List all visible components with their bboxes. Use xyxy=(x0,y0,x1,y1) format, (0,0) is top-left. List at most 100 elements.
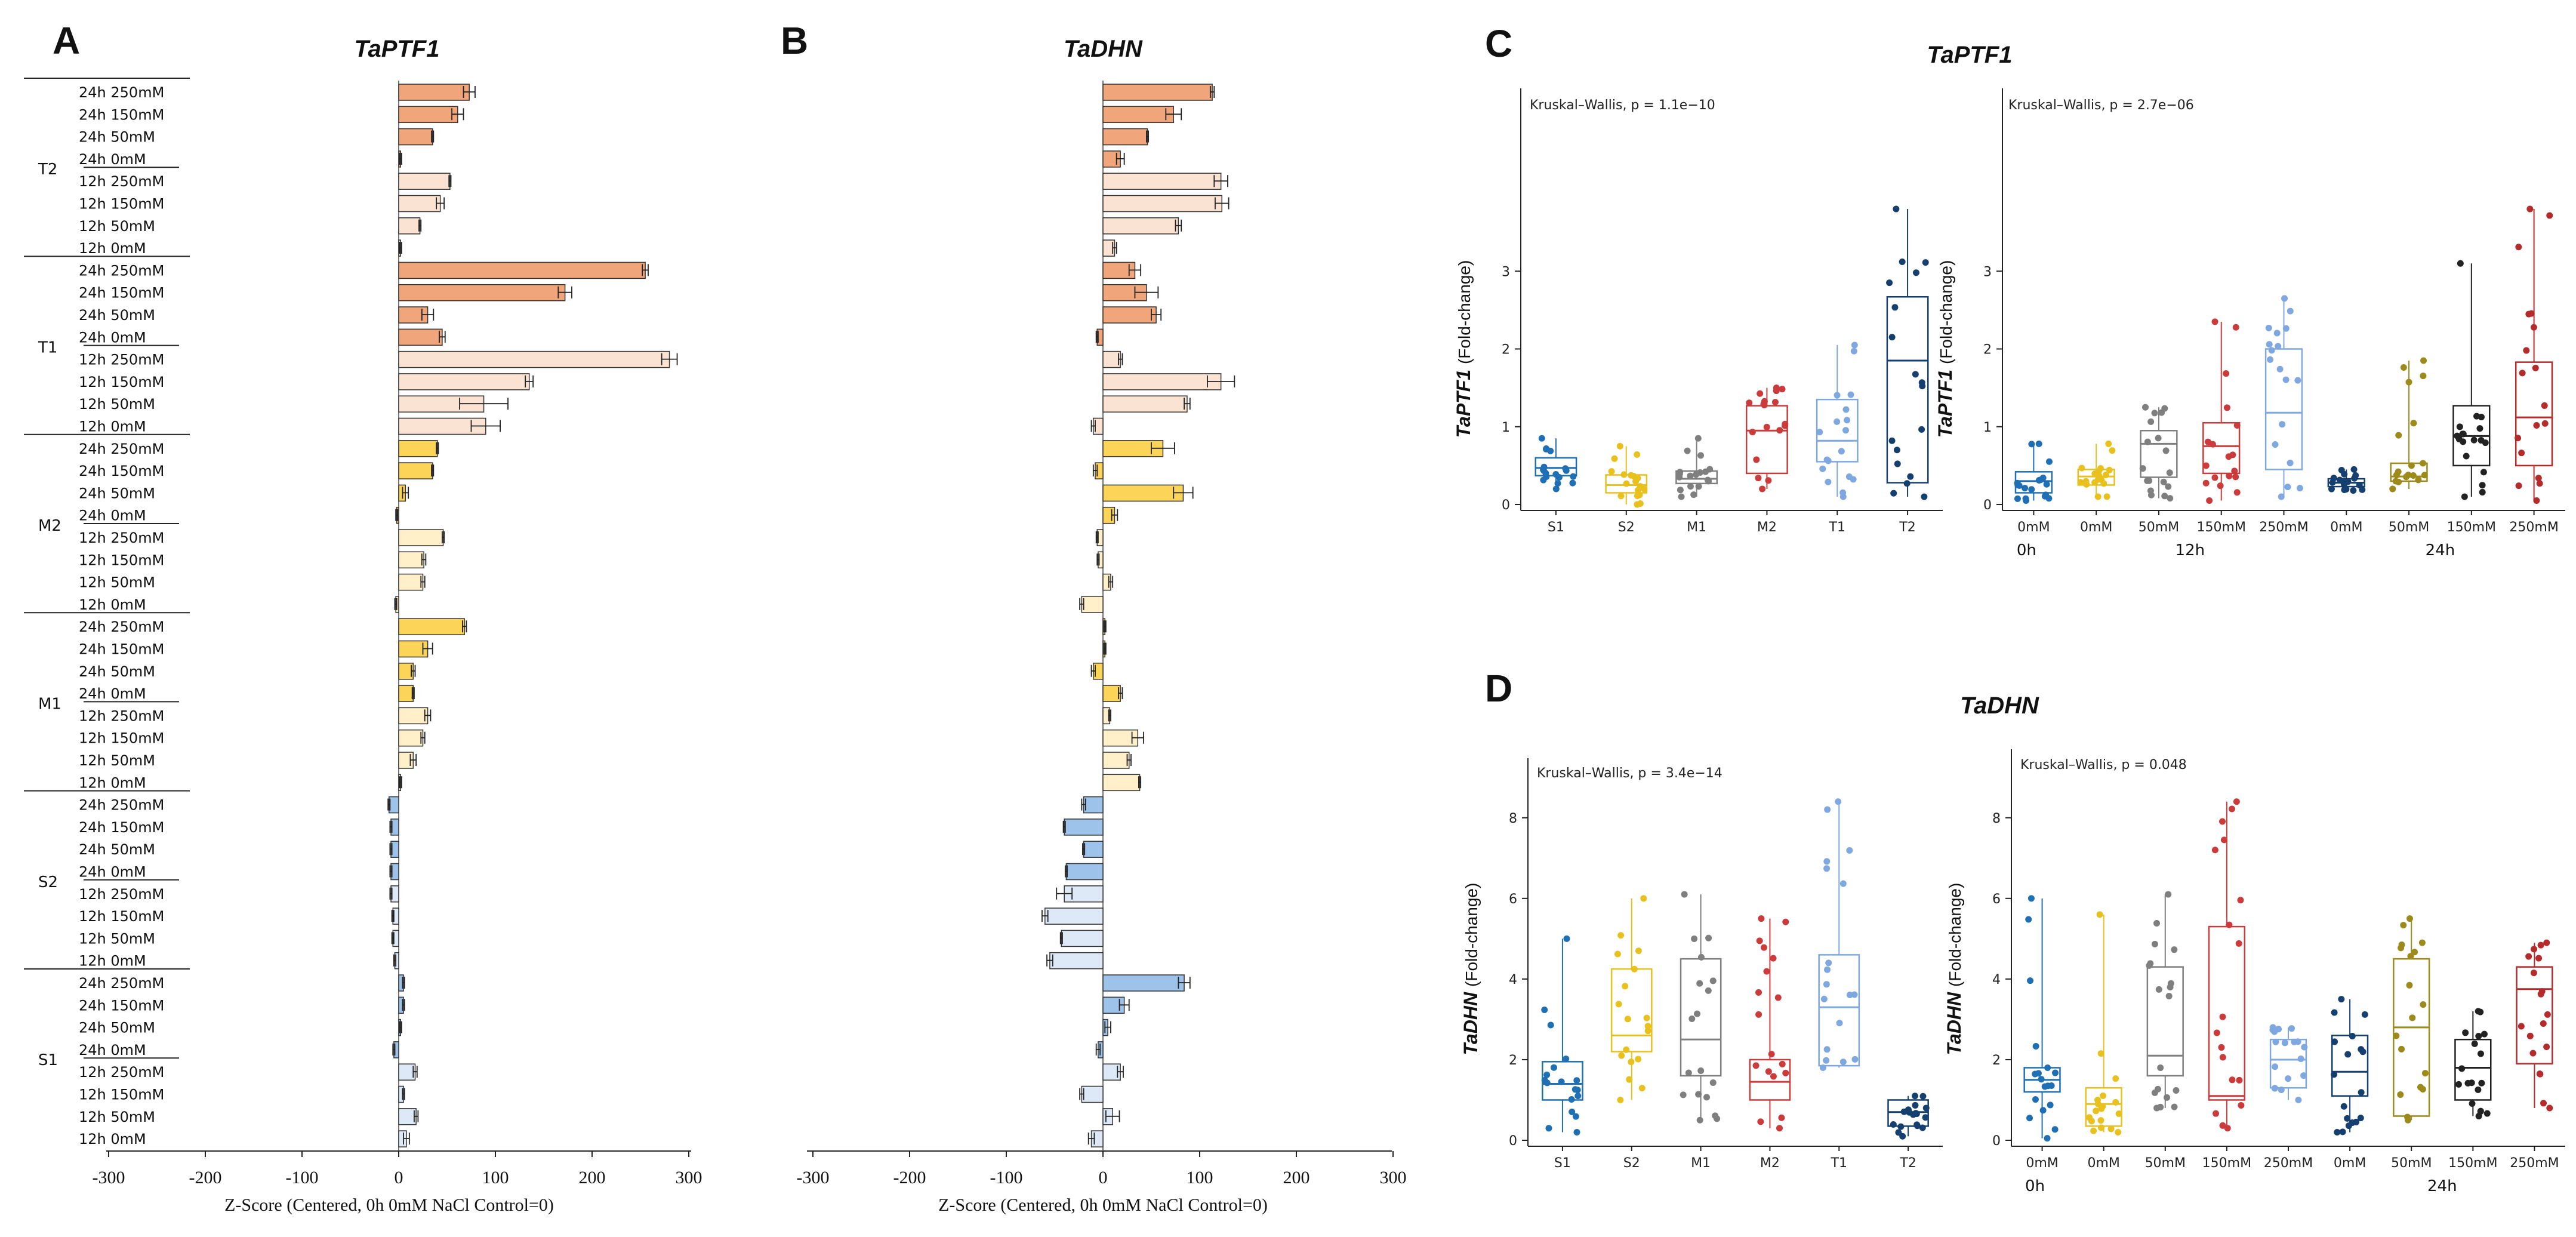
data-point xyxy=(2219,1013,2226,1020)
data-point xyxy=(2358,1089,2365,1096)
data-point xyxy=(2025,916,2032,923)
data-point xyxy=(1538,435,1545,442)
x-tick-label: 100 xyxy=(482,1168,509,1187)
error-bar xyxy=(421,309,435,321)
x-tick-label: S2 xyxy=(1623,1156,1640,1171)
data-point xyxy=(2543,1043,2550,1050)
box xyxy=(1886,296,1929,484)
category-label: 24h 250mM xyxy=(79,262,164,279)
x-tick-label: 300 xyxy=(676,1168,702,1187)
data-point xyxy=(1570,473,1577,480)
data-point xyxy=(1552,471,1560,478)
error-bar xyxy=(1117,1066,1124,1078)
data-point xyxy=(1709,977,1717,984)
category-label: 24h 50mM xyxy=(79,129,155,146)
error-bar xyxy=(1213,175,1228,187)
data-point xyxy=(2458,1065,2466,1072)
data-point xyxy=(1773,387,1780,395)
error-bar xyxy=(1062,820,1066,833)
data-point xyxy=(1677,487,1684,494)
error-bar xyxy=(1173,487,1194,499)
error-bar xyxy=(459,398,509,410)
box xyxy=(1745,405,1788,475)
data-point xyxy=(2233,489,2241,496)
data-point xyxy=(1757,1118,1764,1125)
data-point xyxy=(2202,479,2210,487)
data-point xyxy=(1624,1016,1631,1023)
error-bar xyxy=(1079,1088,1084,1100)
chart-d-title: TaDHN xyxy=(1960,693,2039,719)
data-point xyxy=(2479,482,2486,489)
data-point xyxy=(2146,477,2153,484)
category-label: 12h 50mM xyxy=(79,218,155,235)
data-point xyxy=(2038,1076,2045,1083)
bar xyxy=(1064,818,1104,836)
x-tick-label: 150mM xyxy=(2448,1156,2497,1171)
error-bar xyxy=(399,152,402,165)
data-point xyxy=(1678,493,1685,500)
data-point xyxy=(2331,1071,2338,1078)
data-point xyxy=(1746,399,1753,407)
error-bar xyxy=(422,642,433,655)
data-point xyxy=(2338,996,2345,1003)
category-label: 24h 0mM xyxy=(79,1042,146,1058)
data-point xyxy=(1697,452,1705,459)
data-point xyxy=(2165,891,2172,898)
data-point xyxy=(2285,1075,2292,1082)
error-bar xyxy=(420,731,426,744)
data-point xyxy=(1644,1027,1651,1035)
error-bar xyxy=(1090,664,1096,677)
error-bar xyxy=(1146,130,1150,143)
data-point xyxy=(1542,470,1549,477)
data-point xyxy=(1620,471,1628,478)
data-point xyxy=(2238,1101,2245,1109)
data-point xyxy=(1696,980,1703,987)
data-point xyxy=(2217,482,2224,490)
data-point xyxy=(1755,989,1762,996)
data-point xyxy=(1891,304,1899,311)
data-point xyxy=(2518,450,2525,457)
category-label: 24h 150mM xyxy=(79,463,164,479)
data-point xyxy=(2359,1048,2367,1056)
category-label: 24h 250mM xyxy=(79,975,164,992)
data-point xyxy=(2272,1063,2279,1070)
data-point xyxy=(2349,1119,2356,1127)
error-bar xyxy=(402,977,405,989)
data-point xyxy=(1776,427,1783,434)
bar xyxy=(1049,952,1104,970)
data-point xyxy=(1638,1085,1646,1092)
data-point xyxy=(2016,482,2023,489)
data-point xyxy=(1634,451,1641,458)
data-point xyxy=(1755,475,1762,482)
error-bar xyxy=(448,175,452,187)
data-point xyxy=(2097,464,2104,472)
data-point xyxy=(2523,347,2530,354)
data-point xyxy=(2265,324,2272,331)
data-point xyxy=(1696,1116,1703,1124)
data-point xyxy=(2464,1079,2472,1087)
error-bar xyxy=(392,1043,396,1056)
data-point xyxy=(2339,1128,2346,1136)
x-tick-label: 50mM xyxy=(2145,1156,2186,1171)
data-point xyxy=(2344,1051,2352,1058)
data-point xyxy=(2476,425,2483,432)
data-point xyxy=(2546,1104,2553,1112)
data-point xyxy=(2470,436,2478,444)
data-point xyxy=(2218,1044,2225,1051)
data-point xyxy=(2301,1044,2308,1051)
bar xyxy=(398,350,670,368)
error-bar xyxy=(1138,776,1142,789)
x-tick-label: T2 xyxy=(1899,520,1915,535)
group-label: T1 xyxy=(38,339,57,357)
data-point xyxy=(2294,377,2301,384)
bar xyxy=(1102,173,1222,190)
error-bar xyxy=(414,1110,419,1122)
data-point xyxy=(1824,806,1831,813)
bar xyxy=(1102,774,1141,792)
bar xyxy=(398,729,424,747)
data-point xyxy=(1550,1064,1557,1071)
x-tick-label: 250mM xyxy=(2259,520,2308,535)
data-point xyxy=(2223,370,2230,377)
y-axis-label-gene: TaDHN xyxy=(1943,987,1965,1055)
data-point xyxy=(1770,1073,1777,1080)
